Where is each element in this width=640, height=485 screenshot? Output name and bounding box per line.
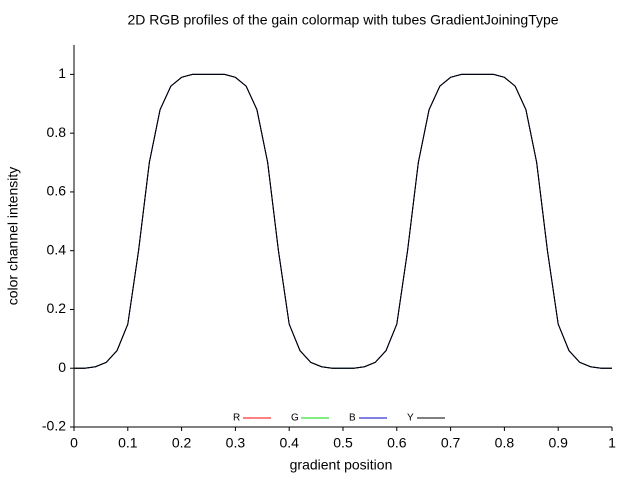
x-tick-label: 0.3: [226, 435, 246, 451]
x-tick-label: 0.9: [548, 435, 568, 451]
legend-label: R: [233, 413, 240, 424]
y-tick-label: 0.4: [47, 241, 67, 257]
legend-label: G: [291, 413, 299, 424]
legend-label: B: [349, 413, 356, 424]
x-tick-label: 0.4: [279, 435, 299, 451]
x-tick-label: 0.1: [118, 435, 138, 451]
series-line: [74, 73, 612, 369]
series-line: [74, 73, 612, 369]
series-line: [74, 73, 612, 369]
y-tick-label: 0.2: [47, 300, 67, 316]
y-tick-label: 0.6: [47, 183, 67, 199]
y-tick-label: 0.8: [47, 124, 67, 140]
x-tick-label: 1: [608, 435, 616, 451]
x-tick-label: 0.7: [441, 435, 461, 451]
x-tick-label: 0.6: [387, 435, 407, 451]
legend-label: Y: [407, 413, 414, 424]
y-tick-label: 1: [58, 65, 66, 81]
y-tick-label: -0.2: [42, 418, 66, 434]
x-tick-label: 0.2: [172, 435, 192, 451]
y-tick-label: 0: [58, 359, 66, 375]
chart-title: 2D RGB profiles of the gain colormap wit…: [127, 12, 558, 28]
x-axis-label: gradient position: [290, 457, 393, 473]
series-line: [74, 73, 612, 369]
y-axis-label: color channel intensity: [5, 167, 21, 306]
x-tick-label: 0: [70, 435, 78, 451]
x-tick-label: 0.8: [495, 435, 515, 451]
x-tick-label: 0.5: [333, 435, 353, 451]
